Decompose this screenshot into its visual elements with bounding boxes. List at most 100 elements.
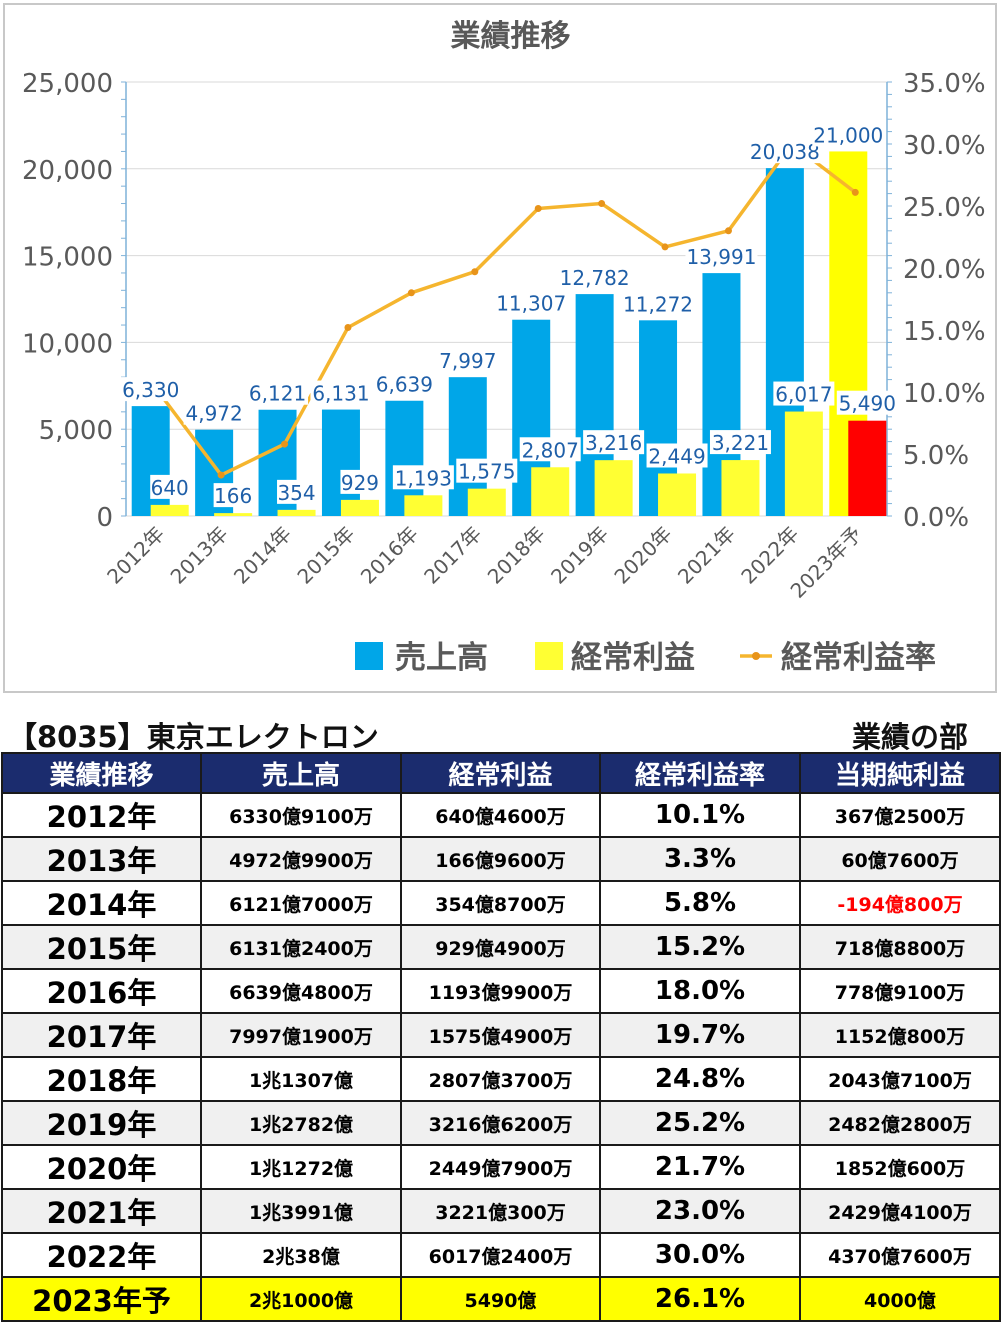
point-profit-rate: [217, 471, 225, 479]
table-row: 2012年 6330億9100万 640億4600万 10.1% 367億2500万: [1, 792, 1001, 838]
company-title: 【8035】東京エレクトロン: [8, 720, 379, 754]
table-row: 2016年 6639億4800万 1193億9900万 18.0% 778億9100万: [1, 968, 1001, 1014]
table-cell: 6121億7000万: [200, 880, 402, 926]
table-cell: 2013年: [1, 836, 202, 882]
data-label-bg: [646, 443, 708, 468]
table-cell: 2022年: [1, 1232, 202, 1278]
legend-label-profit: 経常利益: [571, 640, 695, 676]
table-header-row: 業績推移 売上高 経常利益 経常利益率 当期純利益: [1, 752, 1001, 794]
y-tick-label: 5,000: [39, 416, 113, 446]
legend-label-rate: 経常利益率: [781, 640, 936, 676]
x-tick-label: 2016年: [356, 522, 423, 589]
table-cell: 7997億1900万: [200, 1012, 402, 1058]
point-profit-rate: [724, 227, 732, 235]
x-tick-label: 2020年: [609, 522, 676, 589]
data-label-revenue: 6,330: [122, 378, 179, 402]
table-cell: 2兆38億: [200, 1232, 402, 1278]
y2-tick-label: 25.0%: [903, 193, 986, 223]
y-tick-label: 25,000: [22, 69, 113, 99]
table-cell: 2020年: [1, 1144, 202, 1190]
table-row: 2022年 2兆38億 6017億2400万 30.0% 4370億7600万: [1, 1232, 1001, 1278]
bar-profit: [150, 504, 189, 516]
data-label-profit: 1,575: [458, 460, 515, 484]
data-label-bg: [392, 465, 454, 490]
data-label-bg: [373, 371, 435, 396]
data-label-bg: [836, 390, 898, 415]
y-tick-label: 10,000: [22, 329, 113, 359]
table-cell: 1575億4900万: [400, 1012, 601, 1058]
point-profit-rate: [534, 204, 542, 212]
x-tick-label: 2013年: [166, 522, 233, 589]
data-label-revenue: 7,997: [439, 349, 496, 373]
y2-tick-label: 20.0%: [903, 255, 986, 285]
table-cell: 25.2%: [599, 1100, 801, 1146]
chart-title: 業績推移: [451, 19, 571, 54]
x-tick-label: 2021年: [673, 522, 740, 589]
data-label-profit: 640: [151, 476, 189, 500]
data-label-profit: 3,216: [585, 431, 642, 455]
y-tick-label: 20,000: [22, 156, 113, 186]
table-cell: 166億9600万: [400, 836, 601, 882]
table-cell: 1兆3991億: [200, 1188, 402, 1234]
table-cell: 21.7%: [599, 1144, 801, 1190]
table-cell: 1兆2782億: [200, 1100, 402, 1146]
legend-swatch-profit: [535, 642, 563, 670]
data-label-revenue: 4,972: [185, 402, 242, 426]
chart-frame: 業績推移 0 5,000 10,000 15,000 20,000 25,000 0.0% 5.…: [3, 3, 997, 693]
data-label-bg: [709, 430, 771, 455]
data-label-revenue: 6,131: [312, 382, 369, 406]
table-cell: 2023年予: [1, 1276, 202, 1322]
x-tick-label: 2014年: [229, 522, 296, 589]
table-row: 2021年 1兆3991億 3221億300万 23.0% 2429億4100万: [1, 1188, 1001, 1234]
table-cell: 15.2%: [599, 924, 801, 970]
point-profit-rate: [281, 440, 289, 448]
section-title: 業績の部: [851, 720, 968, 754]
data-label-profit: 3,221: [712, 431, 769, 455]
table-cell: 4972億9900万: [200, 836, 402, 882]
table-cell: 5.8%: [599, 880, 801, 926]
data-label-bg: [558, 265, 631, 290]
table-cell: 2017年: [1, 1012, 202, 1058]
table-row: 2013年 4972億9900万 166億9600万 3.3% 60億7600万: [1, 836, 1001, 882]
bar-profit: [784, 411, 823, 516]
table-row: 2019年 1兆2782億 3216億6200万 25.2% 2482億2800万: [1, 1100, 1001, 1146]
data-label-bg: [340, 469, 380, 494]
data-label-bg: [519, 437, 581, 462]
x-tick-label: 2018年: [483, 522, 550, 589]
point-profit-rate: [661, 243, 669, 251]
table-cell: 2兆1000億: [200, 1276, 402, 1322]
data-label-profit: 2,449: [648, 444, 705, 468]
table-cell: 4000億: [799, 1276, 1001, 1322]
table-row: 2023年予 2兆1000億 5490億 26.1% 4000億: [1, 1276, 1001, 1322]
table-cell: 6330億9100万: [200, 792, 402, 838]
bar-profit: [404, 495, 443, 516]
table-cell: 367億2500万: [799, 792, 1001, 838]
table-cell: 2014年: [1, 880, 202, 926]
data-label-bg: [247, 380, 309, 405]
table-cell: -194億800万: [799, 880, 1001, 926]
table-cell: 640億4600万: [400, 792, 601, 838]
legend-label-revenue: 売上高: [395, 640, 488, 676]
table-cell: 2807億3700万: [400, 1056, 601, 1102]
data-label-profit: 6,017: [775, 383, 832, 407]
data-label-profit: 166: [214, 484, 252, 508]
table-header-cell: 売上高: [200, 752, 402, 794]
data-label-bg: [120, 377, 182, 402]
table-cell: 3221億300万: [400, 1188, 601, 1234]
data-label-profit: 354: [277, 481, 315, 505]
table-row: 2018年 1兆1307億 2807億3700万 24.8% 2043億7100万: [1, 1056, 1001, 1102]
table-cell: 2018年: [1, 1056, 202, 1102]
data-label-revenue: 11,307: [496, 292, 566, 316]
data-label-bg: [495, 290, 568, 315]
table-cell: 2043億7100万: [799, 1056, 1001, 1102]
bar-profit: [658, 473, 697, 516]
legend-swatch-revenue: [355, 642, 383, 670]
data-label-revenue: 6,639: [376, 373, 433, 397]
y2-tick-label: 30.0%: [903, 131, 986, 161]
y-tick-label: 0: [96, 503, 113, 533]
table-cell: 718億8800万: [799, 924, 1001, 970]
bar-profit: [467, 488, 506, 516]
data-label-bg: [310, 380, 372, 405]
table-cell: 3.3%: [599, 836, 801, 882]
table-cell: 10.1%: [599, 792, 801, 838]
